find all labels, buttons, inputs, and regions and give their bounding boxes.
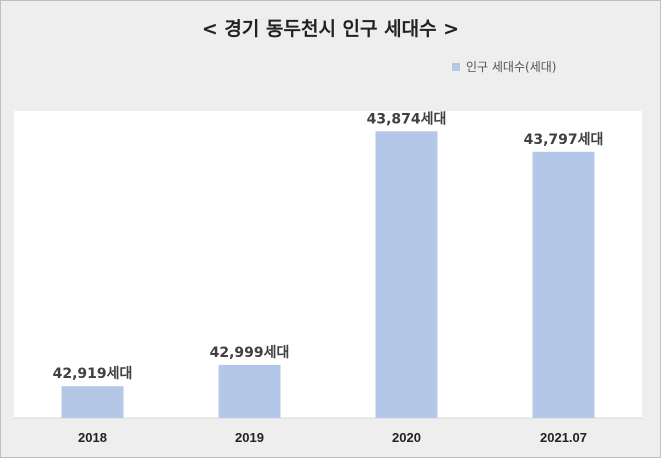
bar-2018: [61, 386, 124, 418]
bar-2019: [218, 364, 281, 418]
x-tick-label-2020: 2020: [392, 430, 421, 445]
x-tick-label-2019: 2019: [235, 430, 264, 445]
bar-2020: [375, 131, 438, 419]
x-tick-label-2018: 2018: [78, 430, 107, 445]
data-label-2018: 42,919세대: [53, 366, 133, 382]
data-label-2019: 42,999세대: [210, 345, 290, 361]
x-tick-label-2021.07: 2021.07: [540, 430, 587, 445]
chart-title: < 경기 동두천시 인구 세대수 >: [201, 18, 460, 40]
legend: 인구 세대수(세대): [452, 58, 556, 75]
data-label-2021.07: 43,797세대: [524, 132, 604, 148]
legend-swatch: [452, 62, 460, 71]
data-label-2020: 43,874세대: [367, 111, 447, 127]
bar-2021.07: [532, 151, 595, 419]
legend-label: 인구 세대수(세대): [466, 60, 557, 74]
